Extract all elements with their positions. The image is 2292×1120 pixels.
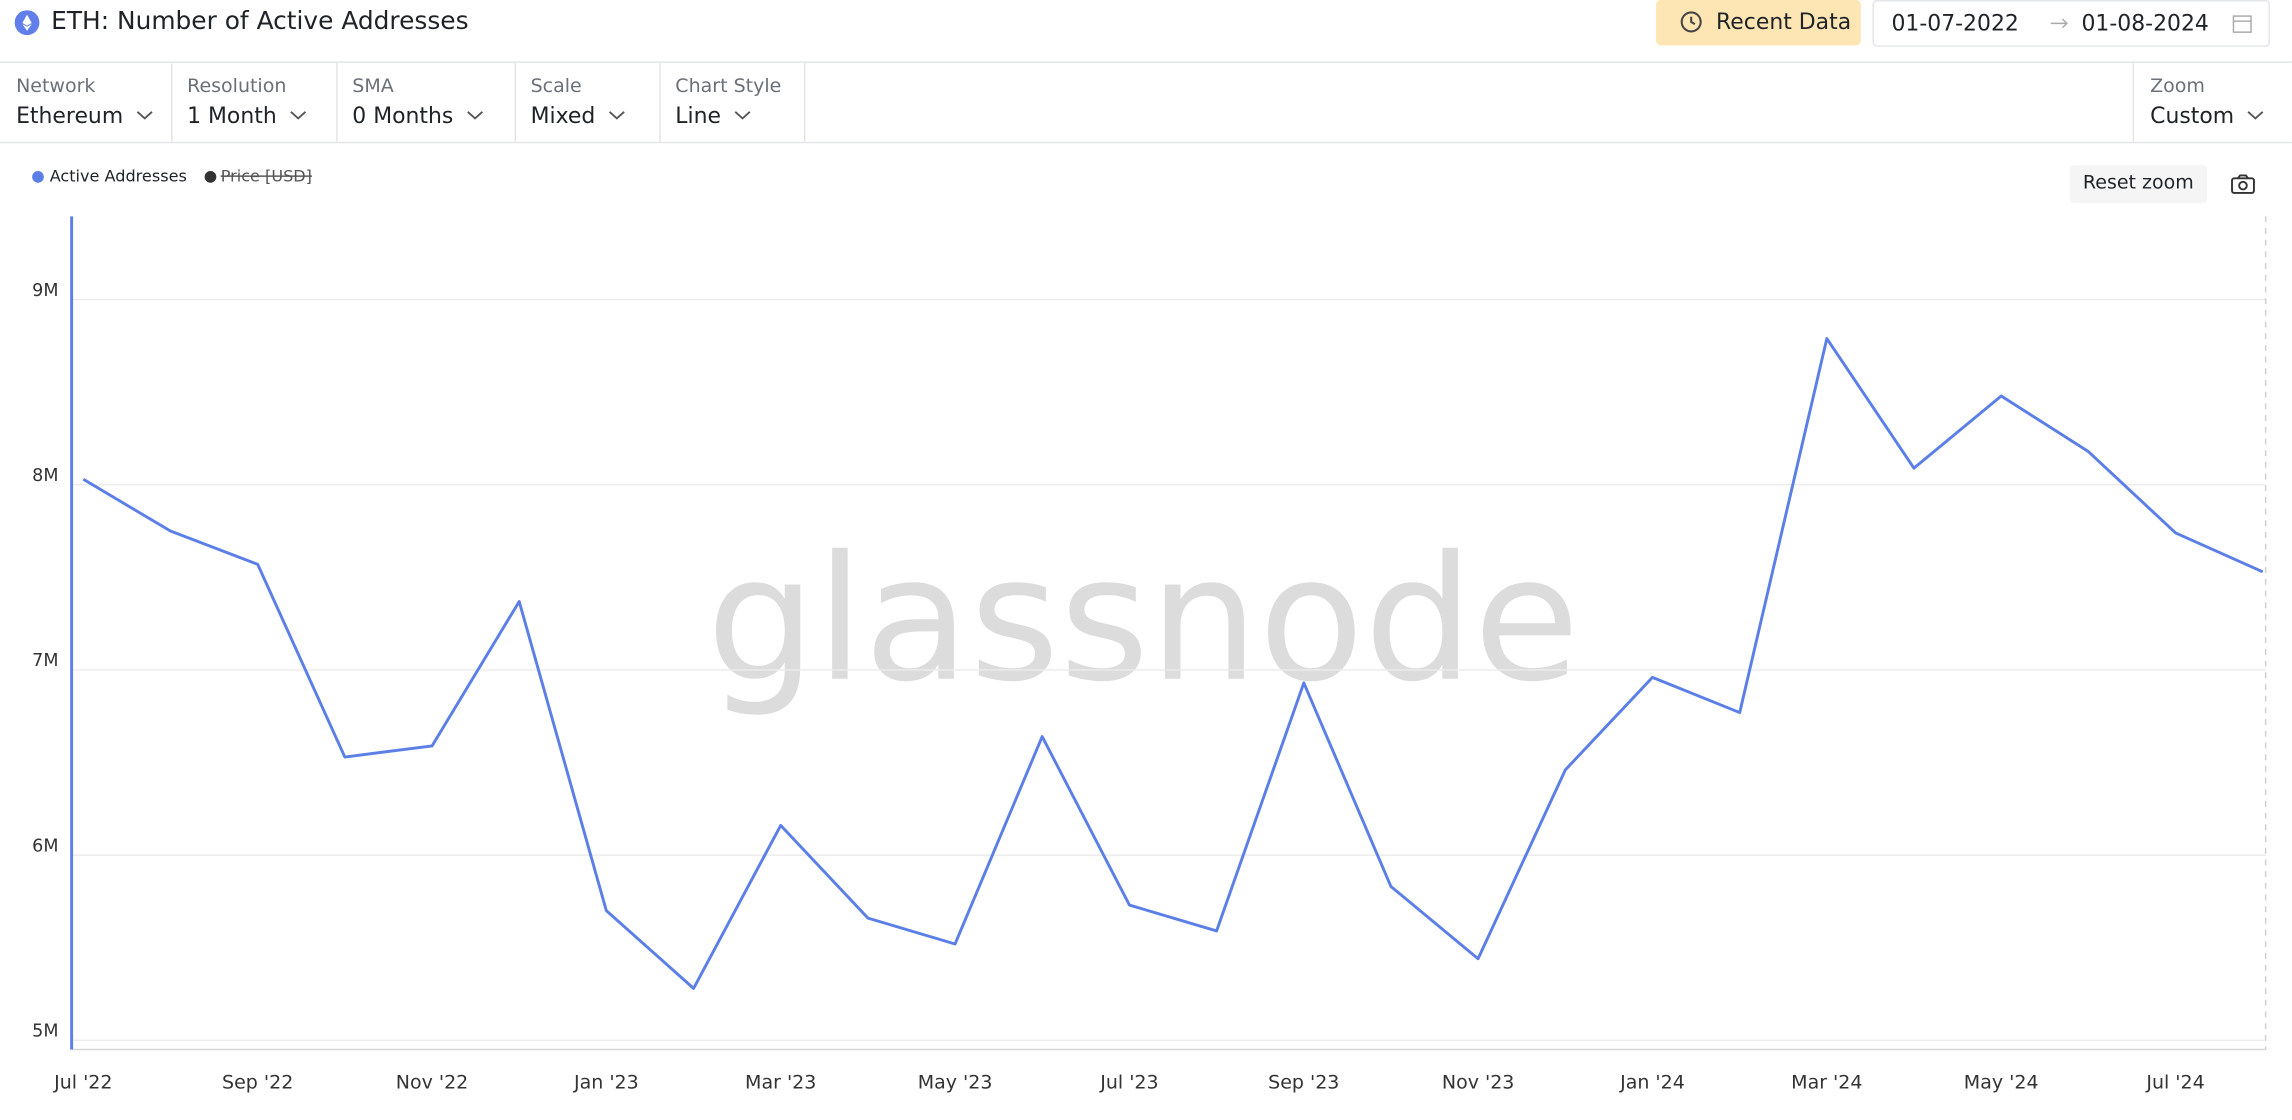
dropdown[interactable]: Resolution 1 Month bbox=[171, 62, 338, 142]
chevron bbox=[2247, 111, 2264, 120]
x-tick-label: Jul '23 bbox=[1099, 1072, 1158, 1094]
legend-entry-hidden[interactable]: Price [USD] bbox=[220, 166, 312, 186]
dropdown-value: Ethereum bbox=[16, 102, 124, 129]
y-tick-label: 6M bbox=[32, 836, 58, 856]
x-tick-label: Jul '22 bbox=[53, 1072, 112, 1094]
dropdown[interactable]: Scale Mixed bbox=[515, 62, 661, 142]
dropdown-value: Mixed bbox=[530, 102, 596, 129]
x-tick-label: Jul '24 bbox=[2145, 1072, 2204, 1094]
dropdown[interactable]: Zoom Custom bbox=[2132, 62, 2292, 142]
chevron bbox=[734, 111, 751, 120]
y-tick-label: 9M bbox=[32, 281, 58, 301]
eth-icon bbox=[14, 10, 40, 36]
dropdown-label: Network bbox=[16, 76, 96, 98]
dropdown[interactable]: Chart Style Line bbox=[659, 62, 806, 142]
divider bbox=[0, 141, 2292, 144]
recent-data-button[interactable]: Recent Data bbox=[1656, 0, 1861, 46]
dropdown-value: Line bbox=[675, 102, 722, 129]
date-from: 01-07-2022 bbox=[1891, 10, 2019, 37]
date-to: 01-08-2024 bbox=[2081, 10, 2209, 37]
chevron bbox=[467, 111, 483, 120]
x-tick-label: Sep '22 bbox=[222, 1072, 293, 1094]
reset-zoom-button[interactable]: Reset zoom bbox=[2069, 165, 2207, 204]
camera-button[interactable] bbox=[2231, 174, 2256, 194]
x-tick-label: Jan '24 bbox=[1619, 1072, 1685, 1094]
y-tick-label: 7M bbox=[32, 651, 58, 671]
y-tick-label: 5M bbox=[32, 1021, 58, 1041]
page-title: ETH: Number of Active Addresses bbox=[51, 7, 469, 37]
arrow bbox=[2050, 18, 2068, 29]
x-tick-label: Sep '23 bbox=[1268, 1072, 1339, 1094]
legend-dot bbox=[204, 171, 217, 183]
x-tick-label: Nov '23 bbox=[1442, 1072, 1515, 1094]
dropdown[interactable]: Network Ethereum bbox=[0, 62, 173, 142]
dropdown-label: SMA bbox=[352, 76, 394, 98]
x-tick-label: Jan '23 bbox=[573, 1072, 639, 1094]
dropdown[interactable]: SMA 0 Months bbox=[336, 62, 516, 142]
calendar-icon bbox=[2232, 15, 2252, 33]
dropdown-label: Scale bbox=[530, 76, 582, 98]
x-tick-label: Nov '22 bbox=[396, 1072, 469, 1094]
dropdown-value: 0 Months bbox=[352, 102, 454, 129]
x-tick-label: Mar '23 bbox=[745, 1072, 816, 1094]
dropdown-label: Resolution bbox=[187, 76, 287, 98]
button-label: Recent Data bbox=[1716, 8, 1852, 36]
chevron bbox=[136, 111, 153, 120]
chevron bbox=[608, 111, 625, 120]
dropdown-label: Chart Style bbox=[675, 76, 782, 98]
dropdown-value: Custom bbox=[2150, 102, 2235, 129]
y-tick-label: 8M bbox=[32, 466, 58, 486]
date-range[interactable]: 01-07-2022 01-08-2024 bbox=[1872, 0, 2271, 47]
divider bbox=[0, 61, 2292, 63]
chevron bbox=[290, 111, 307, 120]
x-tick-label: Mar '24 bbox=[1791, 1072, 1862, 1094]
dropdown-value: 1 Month bbox=[187, 102, 277, 129]
legend-dot bbox=[32, 171, 44, 183]
dropdown-label: Zoom bbox=[2150, 76, 2205, 98]
x-tick-label: May '24 bbox=[1964, 1072, 2039, 1094]
x-tick-label: May '23 bbox=[918, 1072, 993, 1094]
watermark: glassnode bbox=[706, 519, 1579, 720]
history-icon bbox=[1680, 11, 1702, 33]
legend-entry[interactable]: Active Addresses bbox=[49, 166, 187, 186]
data-line bbox=[82, 337, 2264, 990]
